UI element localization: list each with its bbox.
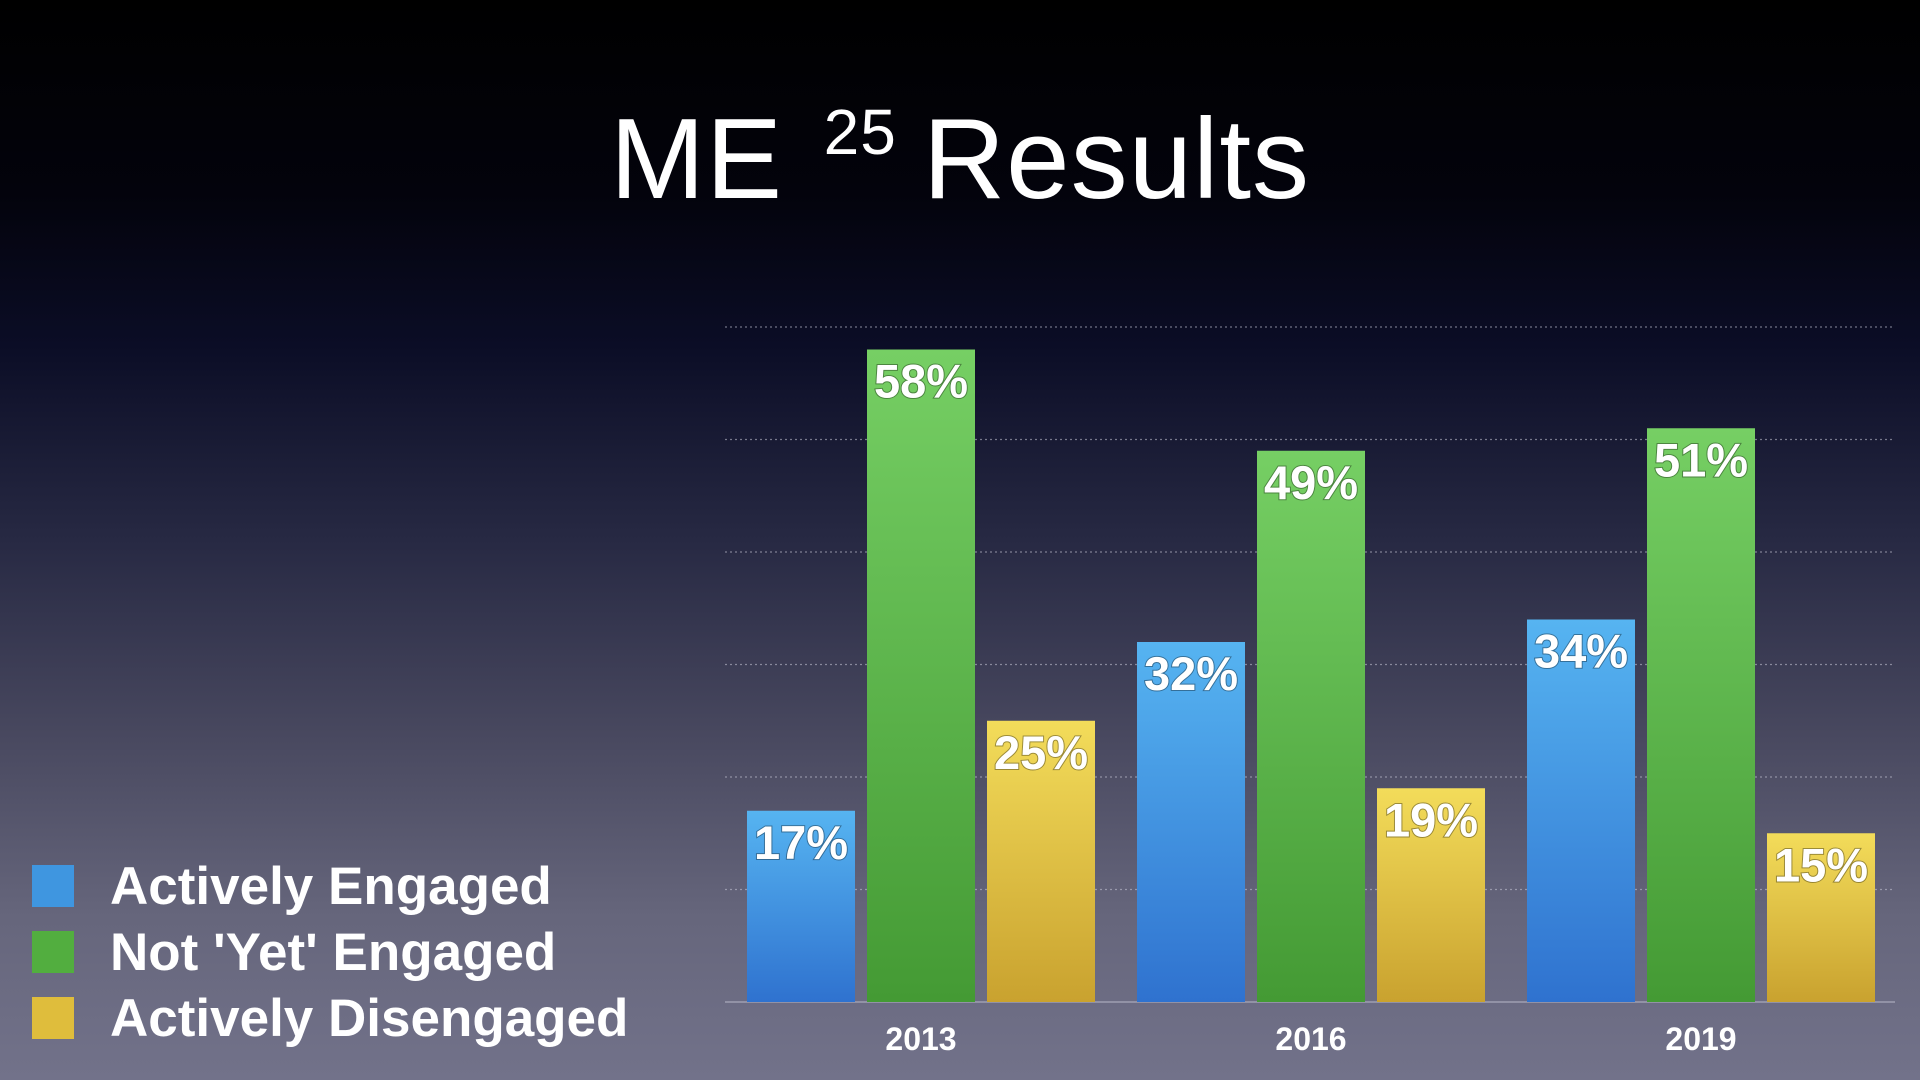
data-label-not-yet-engaged-2013: 58% (874, 355, 968, 408)
x-tick-label-2016: 2016 (1275, 1021, 1346, 1057)
data-label-actively-engaged-2019: 34% (1534, 625, 1628, 678)
data-label-actively-disengaged-2013: 25% (994, 726, 1088, 779)
bar-not-yet-engaged-2013 (867, 349, 975, 1002)
data-label-actively-disengaged-2016: 19% (1384, 793, 1478, 846)
data-label-actively-engaged-2016: 32% (1144, 647, 1238, 700)
legend-item-actively-disengaged: Actively Disengaged (32, 985, 628, 1051)
data-label-not-yet-engaged-2016: 49% (1264, 456, 1358, 509)
x-tick-label-2019: 2019 (1665, 1021, 1736, 1057)
bar-actively-engaged-2013 (747, 810, 855, 1002)
bar-actively-disengaged-2013 (987, 720, 1095, 1002)
bar-actively-disengaged-2019 (1767, 833, 1875, 1002)
legend-item-actively-engaged: Actively Engaged (32, 853, 628, 919)
legend-label-not-yet-engaged: Not 'Yet' Engaged (110, 922, 557, 982)
legend-swatch-actively-disengaged (32, 997, 74, 1039)
x-axis-ticks: 2013 2016 2019 (885, 1021, 1736, 1057)
legend-label-actively-engaged: Actively Engaged (110, 856, 552, 916)
title-rest: Results (922, 96, 1310, 223)
title-main: ME (609, 96, 783, 223)
legend-item-not-yet-engaged: Not 'Yet' Engaged (32, 919, 628, 985)
legend-swatch-actively-engaged (32, 865, 74, 907)
bars (747, 349, 1875, 1002)
data-label-actively-disengaged-2019: 15% (1774, 838, 1868, 891)
bar-actively-engaged-2016 (1137, 642, 1245, 1002)
bar-not-yet-engaged-2016 (1257, 450, 1365, 1002)
data-labels: 17% 58% 25% 32% 49% 19% 34% 51% 15% (753, 354, 1869, 893)
title-superscript: 25 (823, 96, 897, 168)
legend: Actively Engaged Not 'Yet' Engaged Activ… (32, 853, 628, 1051)
legend-swatch-not-yet-engaged (32, 931, 74, 973)
bar-not-yet-engaged-2019 (1647, 428, 1755, 1002)
legend-label-actively-disengaged: Actively Disengaged (110, 988, 629, 1048)
bar-actively-engaged-2019 (1527, 619, 1635, 1002)
x-tick-label-2013: 2013 (885, 1021, 956, 1057)
slide-title: ME 25 Results (0, 100, 1920, 217)
bar-actively-disengaged-2016 (1377, 788, 1485, 1002)
data-label-actively-engaged-2013: 17% (754, 816, 848, 869)
data-label-not-yet-engaged-2019: 51% (1654, 433, 1748, 486)
